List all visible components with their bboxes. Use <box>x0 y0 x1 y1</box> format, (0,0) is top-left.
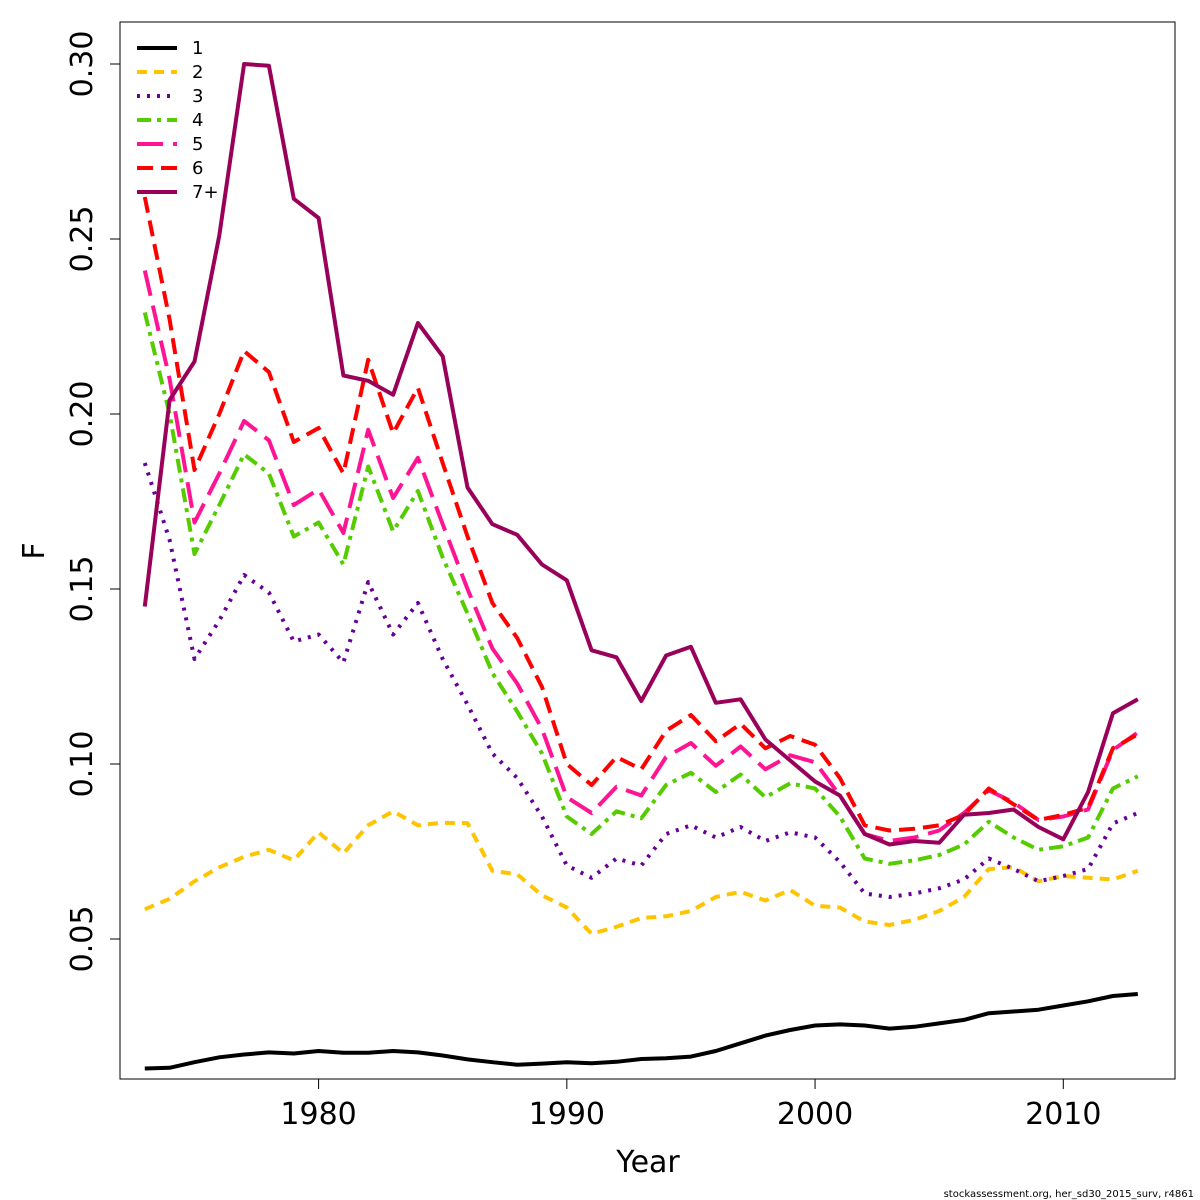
legend-label: 5 <box>192 134 203 155</box>
y-tick-label: 0.25 <box>65 206 100 273</box>
x-axis-title: Year <box>615 1145 680 1180</box>
y-tick-label: 0.30 <box>65 31 100 98</box>
legend-label: 1 <box>192 38 203 59</box>
series-line-1 <box>144 992 1138 1071</box>
legend-label: 6 <box>192 158 203 179</box>
y-axis: 0.05 0.10 0.15 0.20 0.25 0.30 <box>65 31 120 973</box>
x-tick-label: 2000 <box>777 1097 853 1132</box>
y-tick-label: 0.05 <box>65 906 100 973</box>
x-tick-label: 2010 <box>1025 1097 1101 1132</box>
series-line-2 <box>144 809 1139 936</box>
x-tick-label: 1990 <box>529 1097 605 1132</box>
plot-frame <box>119 21 1176 1080</box>
legend-label: 7+ <box>192 182 219 203</box>
y-tick-label: 0.10 <box>65 731 100 798</box>
y-tick-label: 0.15 <box>65 556 100 623</box>
series-line-6 <box>142 196 1139 833</box>
y-tick-label: 0.20 <box>65 381 100 448</box>
legend-label: 2 <box>192 62 203 83</box>
series-line-5 <box>142 270 1139 843</box>
legend: 1 2 3 4 5 6 7+ <box>137 38 219 203</box>
legend-label: 3 <box>192 86 203 107</box>
y-axis-title: F <box>17 542 52 559</box>
footer-credit: stockassessment.org, her_sd30_2015_surv,… <box>944 1189 1194 1200</box>
series-line-4 <box>142 312 1139 866</box>
series-layer <box>142 62 1139 1071</box>
legend-label: 4 <box>192 110 203 131</box>
series-line-7plus <box>142 62 1139 847</box>
series-line-3 <box>142 462 1139 899</box>
x-tick-label: 1980 <box>280 1097 356 1132</box>
x-axis: 1980 1990 2000 2010 <box>280 1079 1101 1132</box>
